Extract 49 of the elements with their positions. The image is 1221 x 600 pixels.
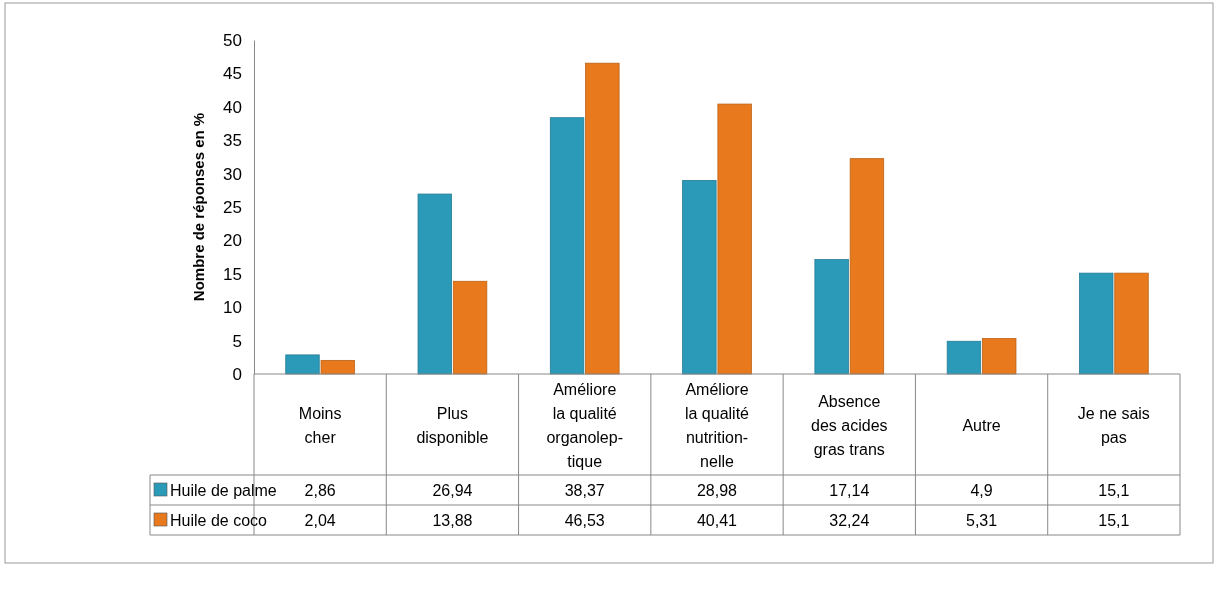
x-tick-label: Je ne sais pas xyxy=(1077,404,1150,446)
bar xyxy=(982,338,1017,375)
bar xyxy=(946,340,982,375)
data-label: 26,94 xyxy=(432,482,473,499)
legend-label: Huile de coco xyxy=(170,512,268,529)
data-label: 46,53 xyxy=(564,512,605,529)
bar xyxy=(585,62,620,375)
y-tick-label: 50 xyxy=(223,30,242,50)
y-tick-label: 20 xyxy=(223,231,242,251)
bar xyxy=(285,354,320,375)
x-tick-label: Autre xyxy=(962,416,1001,434)
data-label: 38,37 xyxy=(564,482,605,499)
data-label: 2,04 xyxy=(304,512,336,529)
data-label: 4,9 xyxy=(970,482,993,499)
bar xyxy=(682,180,717,375)
data-label: 15,1 xyxy=(1098,482,1130,499)
bar xyxy=(417,193,452,375)
x-tick-label: Moins cher xyxy=(298,404,342,446)
data-label: 15,1 xyxy=(1098,512,1130,529)
x-tick-label: Améliore la qualité organolep- tique xyxy=(546,380,623,470)
y-tick-label: 45 xyxy=(223,64,242,84)
data-label: 28,98 xyxy=(696,482,738,499)
y-tick-label: 35 xyxy=(223,131,242,151)
data-label: 40,41 xyxy=(696,512,738,529)
y-tick-label: 10 xyxy=(223,298,242,318)
y-axis-title: Nombre de réponses en % xyxy=(190,112,207,302)
x-tick-label: Absence des acides gras trans xyxy=(811,392,888,458)
data-label: 2,86 xyxy=(304,482,336,499)
bar xyxy=(814,259,849,375)
x-tick-label: Améliore la qualité nutrition- nelle xyxy=(684,380,750,470)
data-label: 13,88 xyxy=(432,512,473,529)
legend-label: Huile de palme xyxy=(170,482,277,499)
y-tick-label: 25 xyxy=(223,197,242,217)
bar xyxy=(549,117,585,375)
bar xyxy=(320,359,355,375)
bar xyxy=(1079,272,1114,375)
x-tick-label: Plus disponible xyxy=(416,404,489,446)
data-label: 17,14 xyxy=(829,482,870,499)
y-tick-label: 15 xyxy=(223,264,242,284)
bar xyxy=(849,158,885,375)
bar xyxy=(717,103,752,375)
bar xyxy=(452,280,488,375)
data-label: 5,31 xyxy=(966,512,998,529)
y-tick-label: 0 xyxy=(232,364,242,384)
bar xyxy=(1114,272,1149,375)
y-tick-label: 30 xyxy=(223,164,242,184)
y-tick-label: 5 xyxy=(232,331,242,351)
y-tick-label: 40 xyxy=(223,97,242,117)
data-label: 32,24 xyxy=(829,512,870,529)
